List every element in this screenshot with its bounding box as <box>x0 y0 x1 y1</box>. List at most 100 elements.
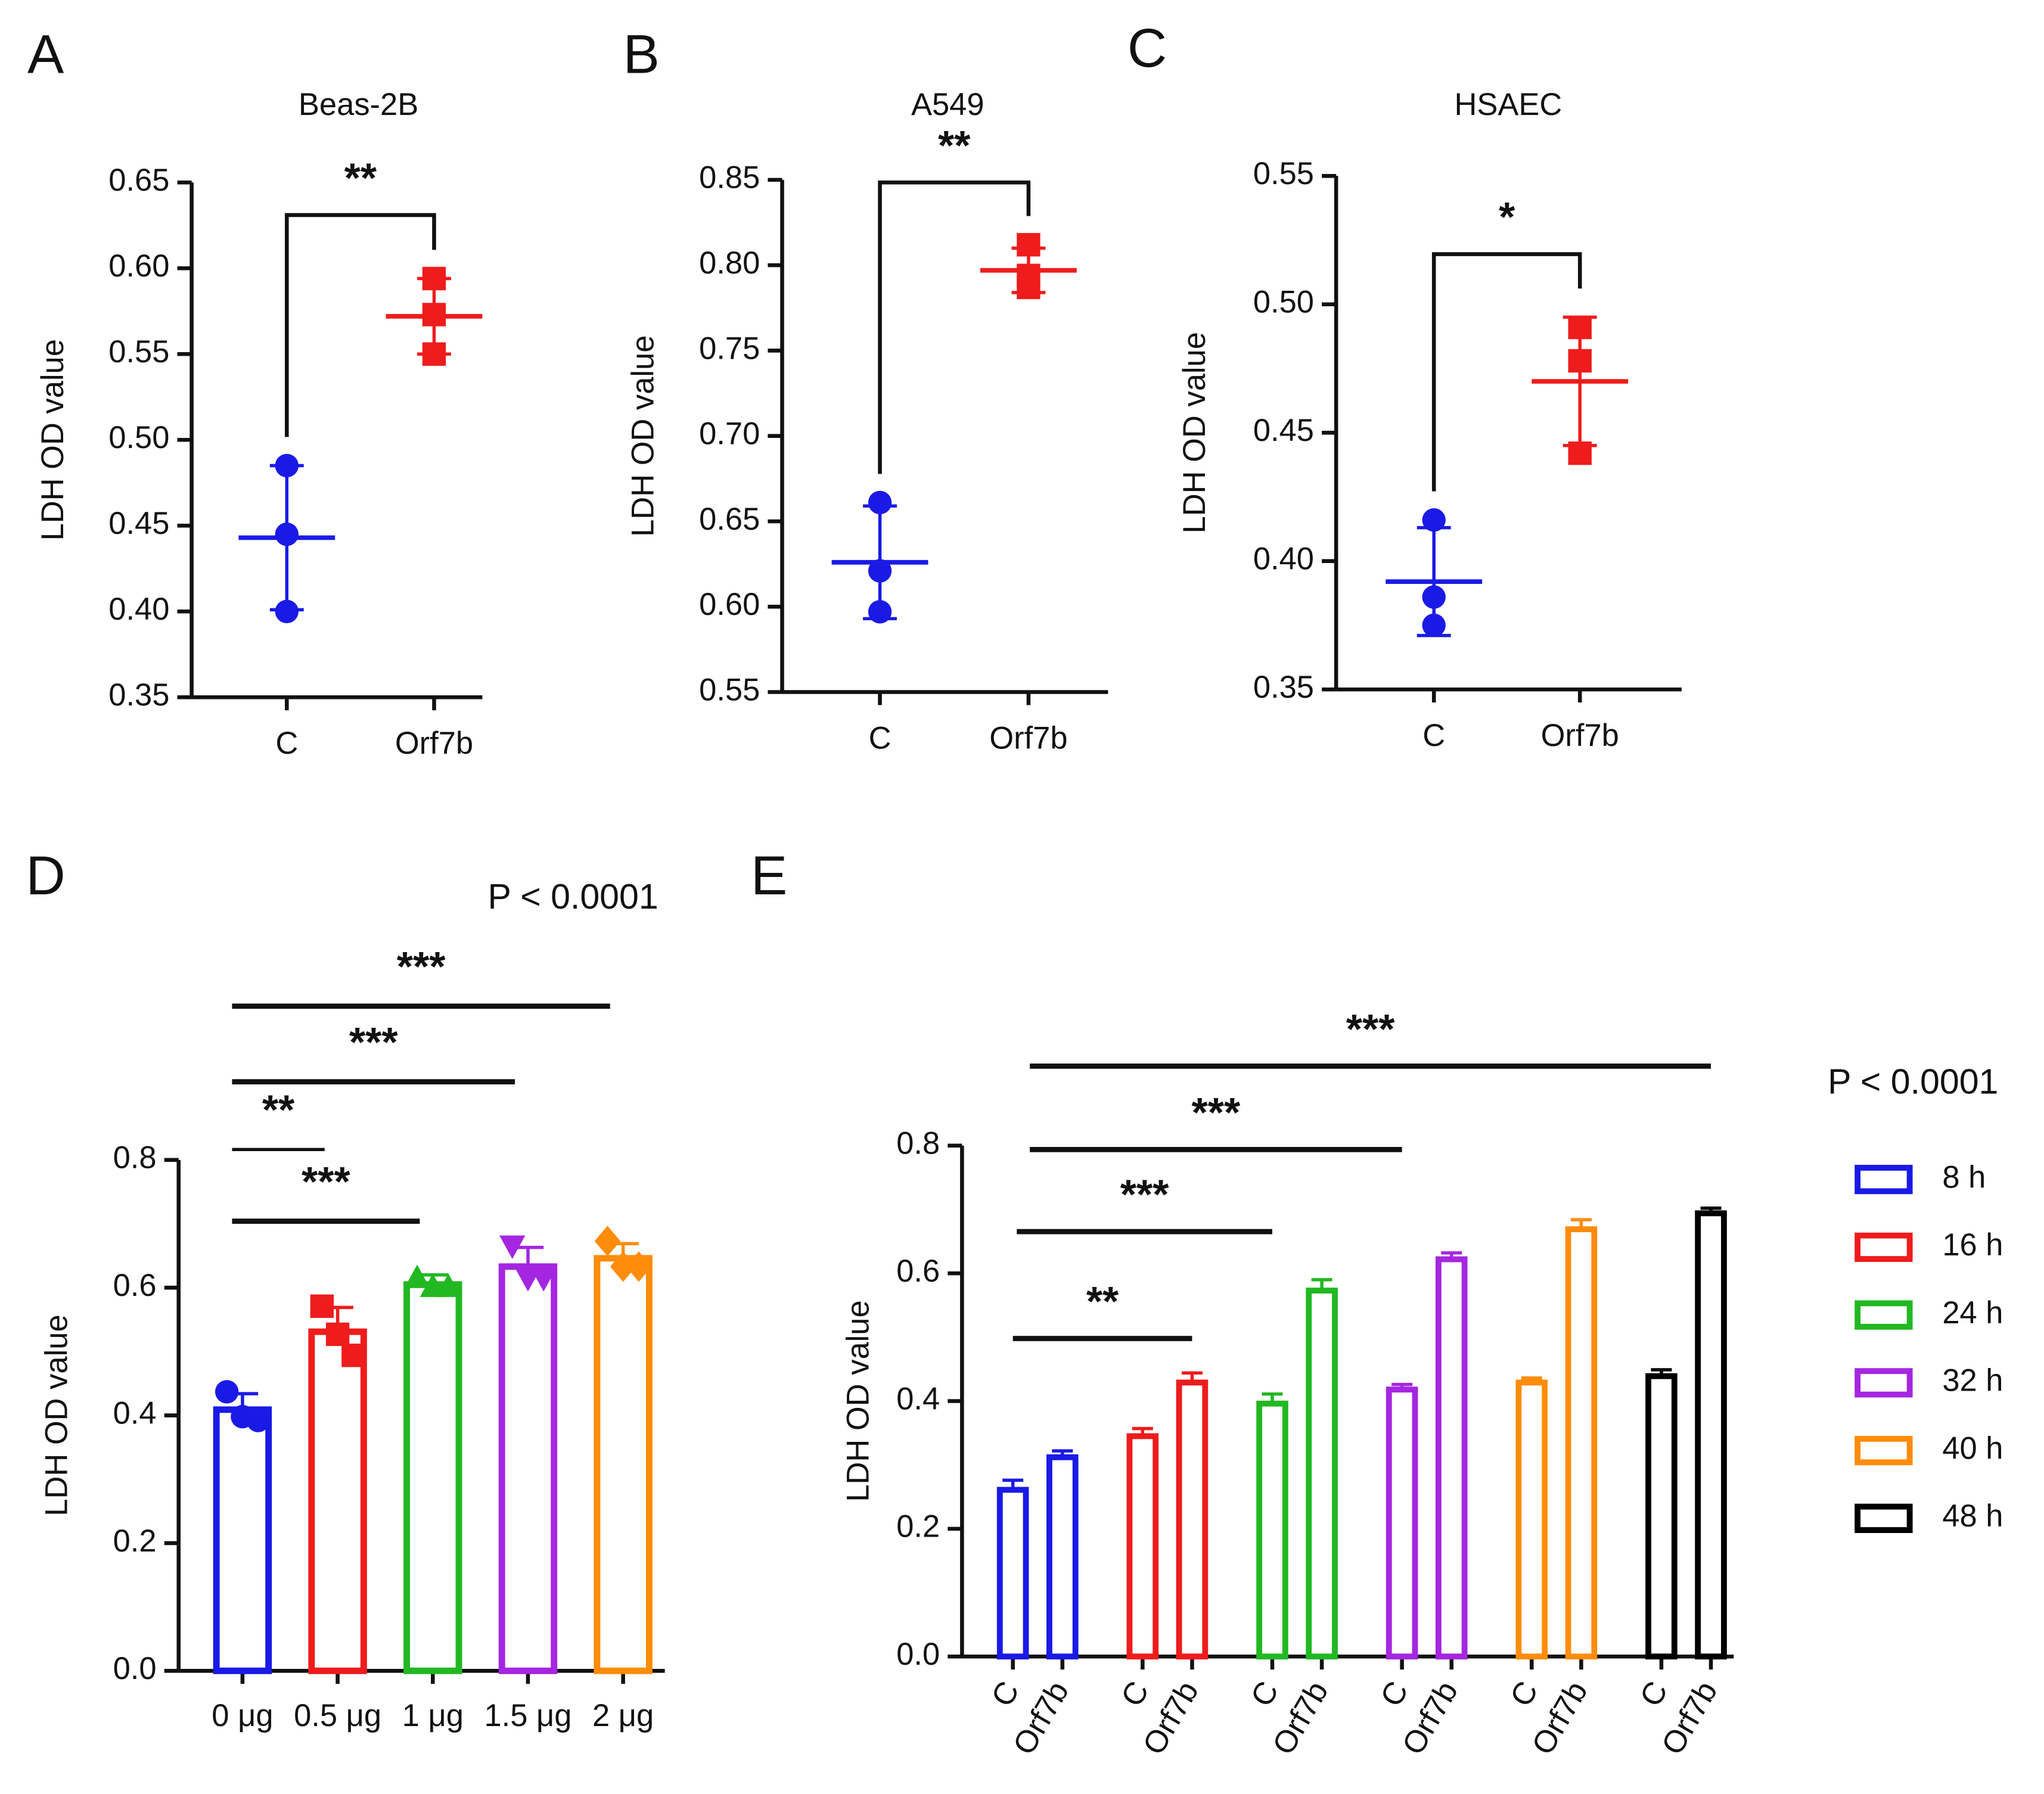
x-tick-label: C <box>1374 1675 1415 1712</box>
data-point <box>246 1409 270 1432</box>
panel-letter: C <box>1127 18 1167 79</box>
y-axis-label: LDH OD value <box>39 1314 74 1516</box>
bar <box>594 1255 653 1674</box>
y-tick-label: 0.65 <box>699 502 760 537</box>
y-tick-label: 0.45 <box>1253 413 1314 448</box>
y-tick-label: 0.0 <box>896 1637 940 1672</box>
y-tick-label: 0.75 <box>699 331 760 366</box>
significance-label: *** <box>302 1158 350 1205</box>
bar <box>1046 1454 1079 1660</box>
y-tick-label: 0.70 <box>699 416 760 452</box>
y-tick-label: 0.50 <box>108 420 169 455</box>
data-point <box>868 490 892 515</box>
significance-label: *** <box>397 943 446 990</box>
y-tick-label: 0.65 <box>108 163 169 198</box>
y-tick-label: 0.40 <box>108 592 169 627</box>
y-tick-label: 0.55 <box>108 334 169 369</box>
data-point <box>310 1294 334 1318</box>
legend-swatch <box>1854 1436 1913 1466</box>
y-tick-label: 0.4 <box>896 1381 940 1416</box>
y-tick-label: 0.60 <box>699 587 760 622</box>
x-tick-label: C <box>1114 1675 1156 1712</box>
significance-label: ** <box>938 122 971 169</box>
legend-label: 8 h <box>1942 1159 1986 1195</box>
data-point <box>594 1226 621 1257</box>
data-point <box>422 303 446 327</box>
data-point <box>435 1273 462 1297</box>
bar <box>498 1263 558 1674</box>
legend-swatch <box>1854 1165 1913 1195</box>
x-tick-label: C <box>1504 1675 1545 1712</box>
bar <box>996 1487 1029 1660</box>
x-tick-label: C <box>984 1675 1026 1712</box>
significance-label: *** <box>1346 1006 1395 1052</box>
legend-swatch <box>1854 1232 1913 1262</box>
data-point <box>868 559 892 583</box>
bar <box>1565 1226 1598 1660</box>
y-tick-label: 0.35 <box>108 677 169 713</box>
y-axis-label: LDH OD value <box>841 1300 876 1501</box>
data-point <box>1568 441 1592 465</box>
y-tick-label: 0.85 <box>699 160 760 195</box>
y-tick-label: 0.35 <box>1253 670 1314 705</box>
bar <box>403 1281 462 1674</box>
bar <box>1176 1379 1209 1660</box>
panel-letter: D <box>26 845 65 906</box>
bar <box>1645 1373 1678 1660</box>
significance-label: *** <box>349 1019 398 1065</box>
bar <box>1126 1433 1159 1660</box>
data-point <box>325 1322 350 1347</box>
data-point <box>626 1251 652 1282</box>
bar <box>1386 1386 1418 1660</box>
chart-title: Beas-2B <box>299 87 418 122</box>
y-tick-label: 0.8 <box>113 1140 157 1176</box>
y-axis-label: LDH OD value <box>1177 332 1212 533</box>
legend-swatch <box>1854 1503 1913 1533</box>
data-point <box>275 453 299 478</box>
data-point <box>275 522 299 546</box>
y-tick-label: 0.2 <box>896 1509 940 1544</box>
data-point <box>610 1251 636 1282</box>
x-tick-label: Orf7b <box>395 726 473 761</box>
data-point <box>422 342 446 366</box>
y-axis-label: LDH OD value <box>626 335 661 537</box>
significance-bracket <box>878 180 1031 474</box>
panel-letter: E <box>751 845 787 906</box>
significance-label: ** <box>262 1087 295 1133</box>
p-value: P < 0.0001 <box>1828 1062 1998 1102</box>
legend-swatch <box>1854 1368 1913 1398</box>
significance-label: *** <box>1120 1171 1169 1218</box>
x-tick-label: 1 μg <box>402 1698 464 1733</box>
legend-label: 16 h <box>1942 1227 2003 1263</box>
chart-title: HSAEC <box>1454 87 1562 122</box>
y-tick-label: 0.4 <box>113 1395 157 1431</box>
significance-bracket <box>285 213 436 437</box>
legend-label: 48 h <box>1942 1498 2003 1534</box>
y-tick-label: 0.55 <box>699 672 760 707</box>
data-point <box>404 1264 430 1288</box>
data-point <box>1017 233 1040 257</box>
data-point <box>341 1344 365 1367</box>
data-point <box>1568 349 1592 373</box>
panel-letter: A <box>27 24 64 85</box>
x-tick-label: 0.5 μg <box>294 1698 381 1733</box>
bar <box>213 1406 272 1674</box>
bar <box>1695 1210 1727 1660</box>
x-tick-label: Orf7b <box>1541 718 1619 753</box>
y-tick-label: 0.50 <box>1253 285 1314 320</box>
data-point <box>1017 275 1040 300</box>
significance-label: *** <box>1192 1089 1241 1136</box>
legend-label: 24 h <box>1942 1295 2003 1330</box>
significance-label: ** <box>344 155 377 201</box>
y-tick-label: 0.40 <box>1253 542 1314 577</box>
data-point <box>530 1268 557 1292</box>
y-tick-label: 0.55 <box>1253 156 1314 191</box>
significance-bracket <box>1431 252 1582 492</box>
data-point <box>422 266 446 291</box>
y-tick-label: 0.45 <box>108 506 169 541</box>
y-tick-label: 0.2 <box>113 1523 157 1559</box>
y-tick-label: 0.6 <box>896 1254 940 1289</box>
data-point <box>1568 315 1592 340</box>
y-tick-label: 0.8 <box>896 1126 940 1161</box>
